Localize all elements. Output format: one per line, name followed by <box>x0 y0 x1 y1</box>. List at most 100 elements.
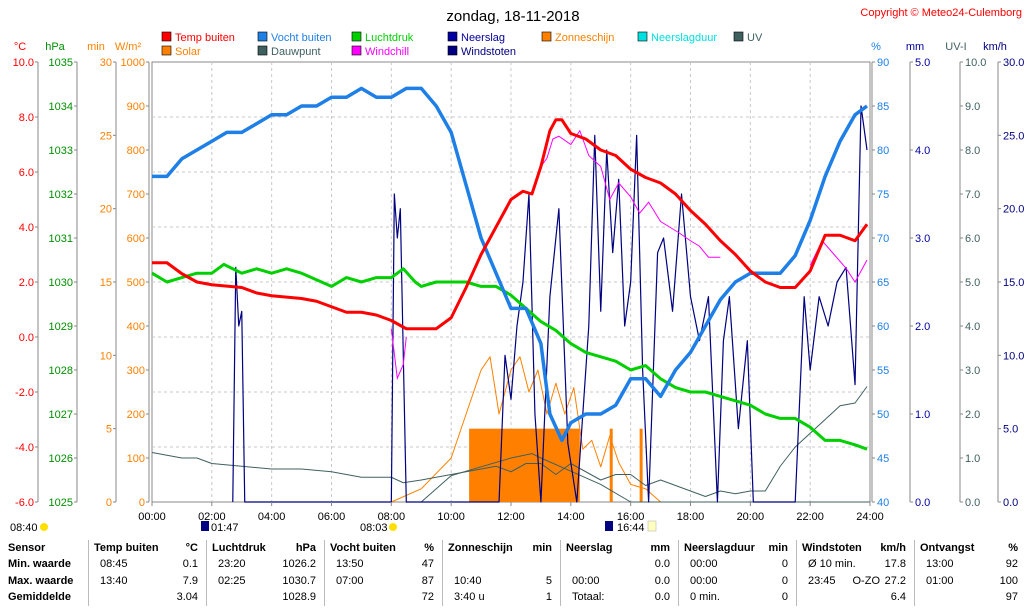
axis-unit: UV-I <box>945 41 966 53</box>
axis-unit: °C <box>14 41 26 53</box>
stats-divider <box>914 540 915 606</box>
legend-label: Luchtdruk <box>365 32 414 44</box>
sunshine-bar <box>639 428 643 502</box>
moonset-label: 01:47 <box>211 522 239 534</box>
legend-label: UV <box>747 32 763 44</box>
axis-tick-label: 65 <box>877 277 889 289</box>
stats-time: 00:00 <box>572 575 600 587</box>
astro-markers: 08:40 01:47 08:03 16:44 <box>10 520 657 534</box>
stats-divider <box>206 540 207 606</box>
axis-tick-label: 5.0 <box>915 57 930 69</box>
axis-tick-label: 40 <box>877 497 889 509</box>
stats-unit: hPa <box>295 542 316 554</box>
stats-header: Zonneschijn <box>448 542 513 554</box>
axis-tick-label: 45 <box>877 453 889 465</box>
legend-swatch <box>447 45 458 56</box>
stats-time: 3:40 u <box>454 591 485 603</box>
legend-label: Neerslag <box>461 32 505 44</box>
stats-time: 00:00 <box>690 575 718 587</box>
stats-value: 1028.9 <box>282 591 316 603</box>
stats-time: 07:00 <box>336 575 364 587</box>
axis-tick-label: 3.0 <box>965 365 980 377</box>
stats-value: 0.0 <box>654 558 670 570</box>
stats-time: 00:00 <box>690 558 718 570</box>
legend-swatch <box>161 45 172 56</box>
stats-unit: °C <box>185 542 198 554</box>
stats-value: 5 <box>545 575 552 587</box>
stats-unit: % <box>1008 542 1018 554</box>
x-tick-label: 02:00 <box>198 511 226 523</box>
stats-time: 10:40 <box>454 575 482 587</box>
axis-tick-label: 85 <box>877 101 889 113</box>
stats-header: Luchtdruk <box>212 542 266 554</box>
axis-tick-label: 4.0 <box>965 321 980 333</box>
axis-tick-label: 70 <box>877 233 889 245</box>
axis-tick-label: 15.0 <box>1003 277 1024 289</box>
stats-time: Totaal: <box>572 591 605 603</box>
chart-title: zondag, 18-11-2018 <box>446 8 579 25</box>
axis-tick-label: 10 <box>100 350 112 362</box>
stats-table: Sensor Min. waarde Max. waarde Gemiddeld… <box>0 538 1026 608</box>
axis-tick-label: 1032 <box>49 189 73 201</box>
stats-divider <box>796 540 797 606</box>
axis-tick-label: 1033 <box>49 145 73 157</box>
stats-col-rain: Neerslag mm 0.0 00:00 0.0 Totaal: 0.0 <box>560 538 678 608</box>
stats-value: 1026.2 <box>282 558 316 570</box>
stats-value: 100 <box>999 575 1018 587</box>
legend-label: Solar <box>175 46 201 58</box>
legend-label: Dauwpunt <box>271 46 321 58</box>
axis-unit: W/m² <box>115 41 142 53</box>
stats-time: 08:45 <box>100 558 128 570</box>
axis-tick-label: 50 <box>877 409 889 421</box>
axis-tick-label: 1029 <box>49 321 73 333</box>
stats-time: 23:20 <box>218 558 246 570</box>
axis-tick-label: 2.0 <box>965 409 980 421</box>
moon-icon <box>201 521 209 531</box>
stats-value: 92 <box>1005 558 1018 570</box>
legend-label: Zonneschijn <box>555 32 614 44</box>
axis-tick-label: 1031 <box>49 233 73 245</box>
axis-tick-label: 6.0 <box>965 233 980 245</box>
axis-tick-label: 700 <box>127 189 145 201</box>
stats-value: 72 <box>421 591 434 603</box>
legend-swatch <box>733 31 744 42</box>
legend-label: Windstoten <box>461 46 516 58</box>
axis-tick-label: -6.0 <box>15 497 34 509</box>
stats-value: 0 <box>781 558 788 570</box>
legend-label: Windchill <box>365 46 409 58</box>
stats-time: 13:50 <box>336 558 364 570</box>
stats-time: 0 min. <box>690 591 720 603</box>
axis-tick-label: 1035 <box>49 57 73 69</box>
stats-value: 6.4 <box>890 591 906 603</box>
stats-unit: mm <box>650 542 670 554</box>
axes: °C 10.0 8.0 6.0 4.0 2.0 0.0 -2.0 -4.0 -6.0 hPa 1035… <box>13 41 1025 509</box>
stats-header: Temp buiten <box>94 542 159 554</box>
axis-tick-label: 0.0 <box>915 497 930 509</box>
axis-tick-label: 2.0 <box>19 277 34 289</box>
stats-value: 97 <box>1005 591 1018 603</box>
legend-swatch <box>161 31 172 42</box>
stats-col-sunshine: Zonneschijn min 10:40 5 3:40 u 1 <box>442 538 560 608</box>
x-tick-label: 16:00 <box>617 511 645 523</box>
axis-tick-label: 25 <box>100 130 112 142</box>
legend-label: Neerslagduur <box>651 32 717 44</box>
stats-value: 47 <box>421 558 434 570</box>
axis-tick-label: 0.0 <box>1003 497 1018 509</box>
stats-value: 1 <box>545 591 552 603</box>
sun-icon <box>389 523 397 531</box>
axis-tick-label: -2.0 <box>15 387 34 399</box>
stats-value: 0.0 <box>654 591 670 603</box>
stats-time: 01:00 <box>926 575 954 587</box>
axis-tick-label: 10.0 <box>965 57 986 69</box>
stats-header: Windstoten <box>802 542 862 554</box>
axis-unit: hPa <box>45 41 65 53</box>
axis-unit: mm <box>906 41 924 53</box>
stats-divider <box>442 540 443 606</box>
axis-tick-label: 300 <box>127 365 145 377</box>
stats-value: 27.2 <box>884 575 906 587</box>
x-tick-label: 04:00 <box>258 511 286 523</box>
axis-tick-label: 1025 <box>49 497 73 509</box>
stats-divider <box>88 540 89 606</box>
stats-unit: min <box>768 542 788 554</box>
